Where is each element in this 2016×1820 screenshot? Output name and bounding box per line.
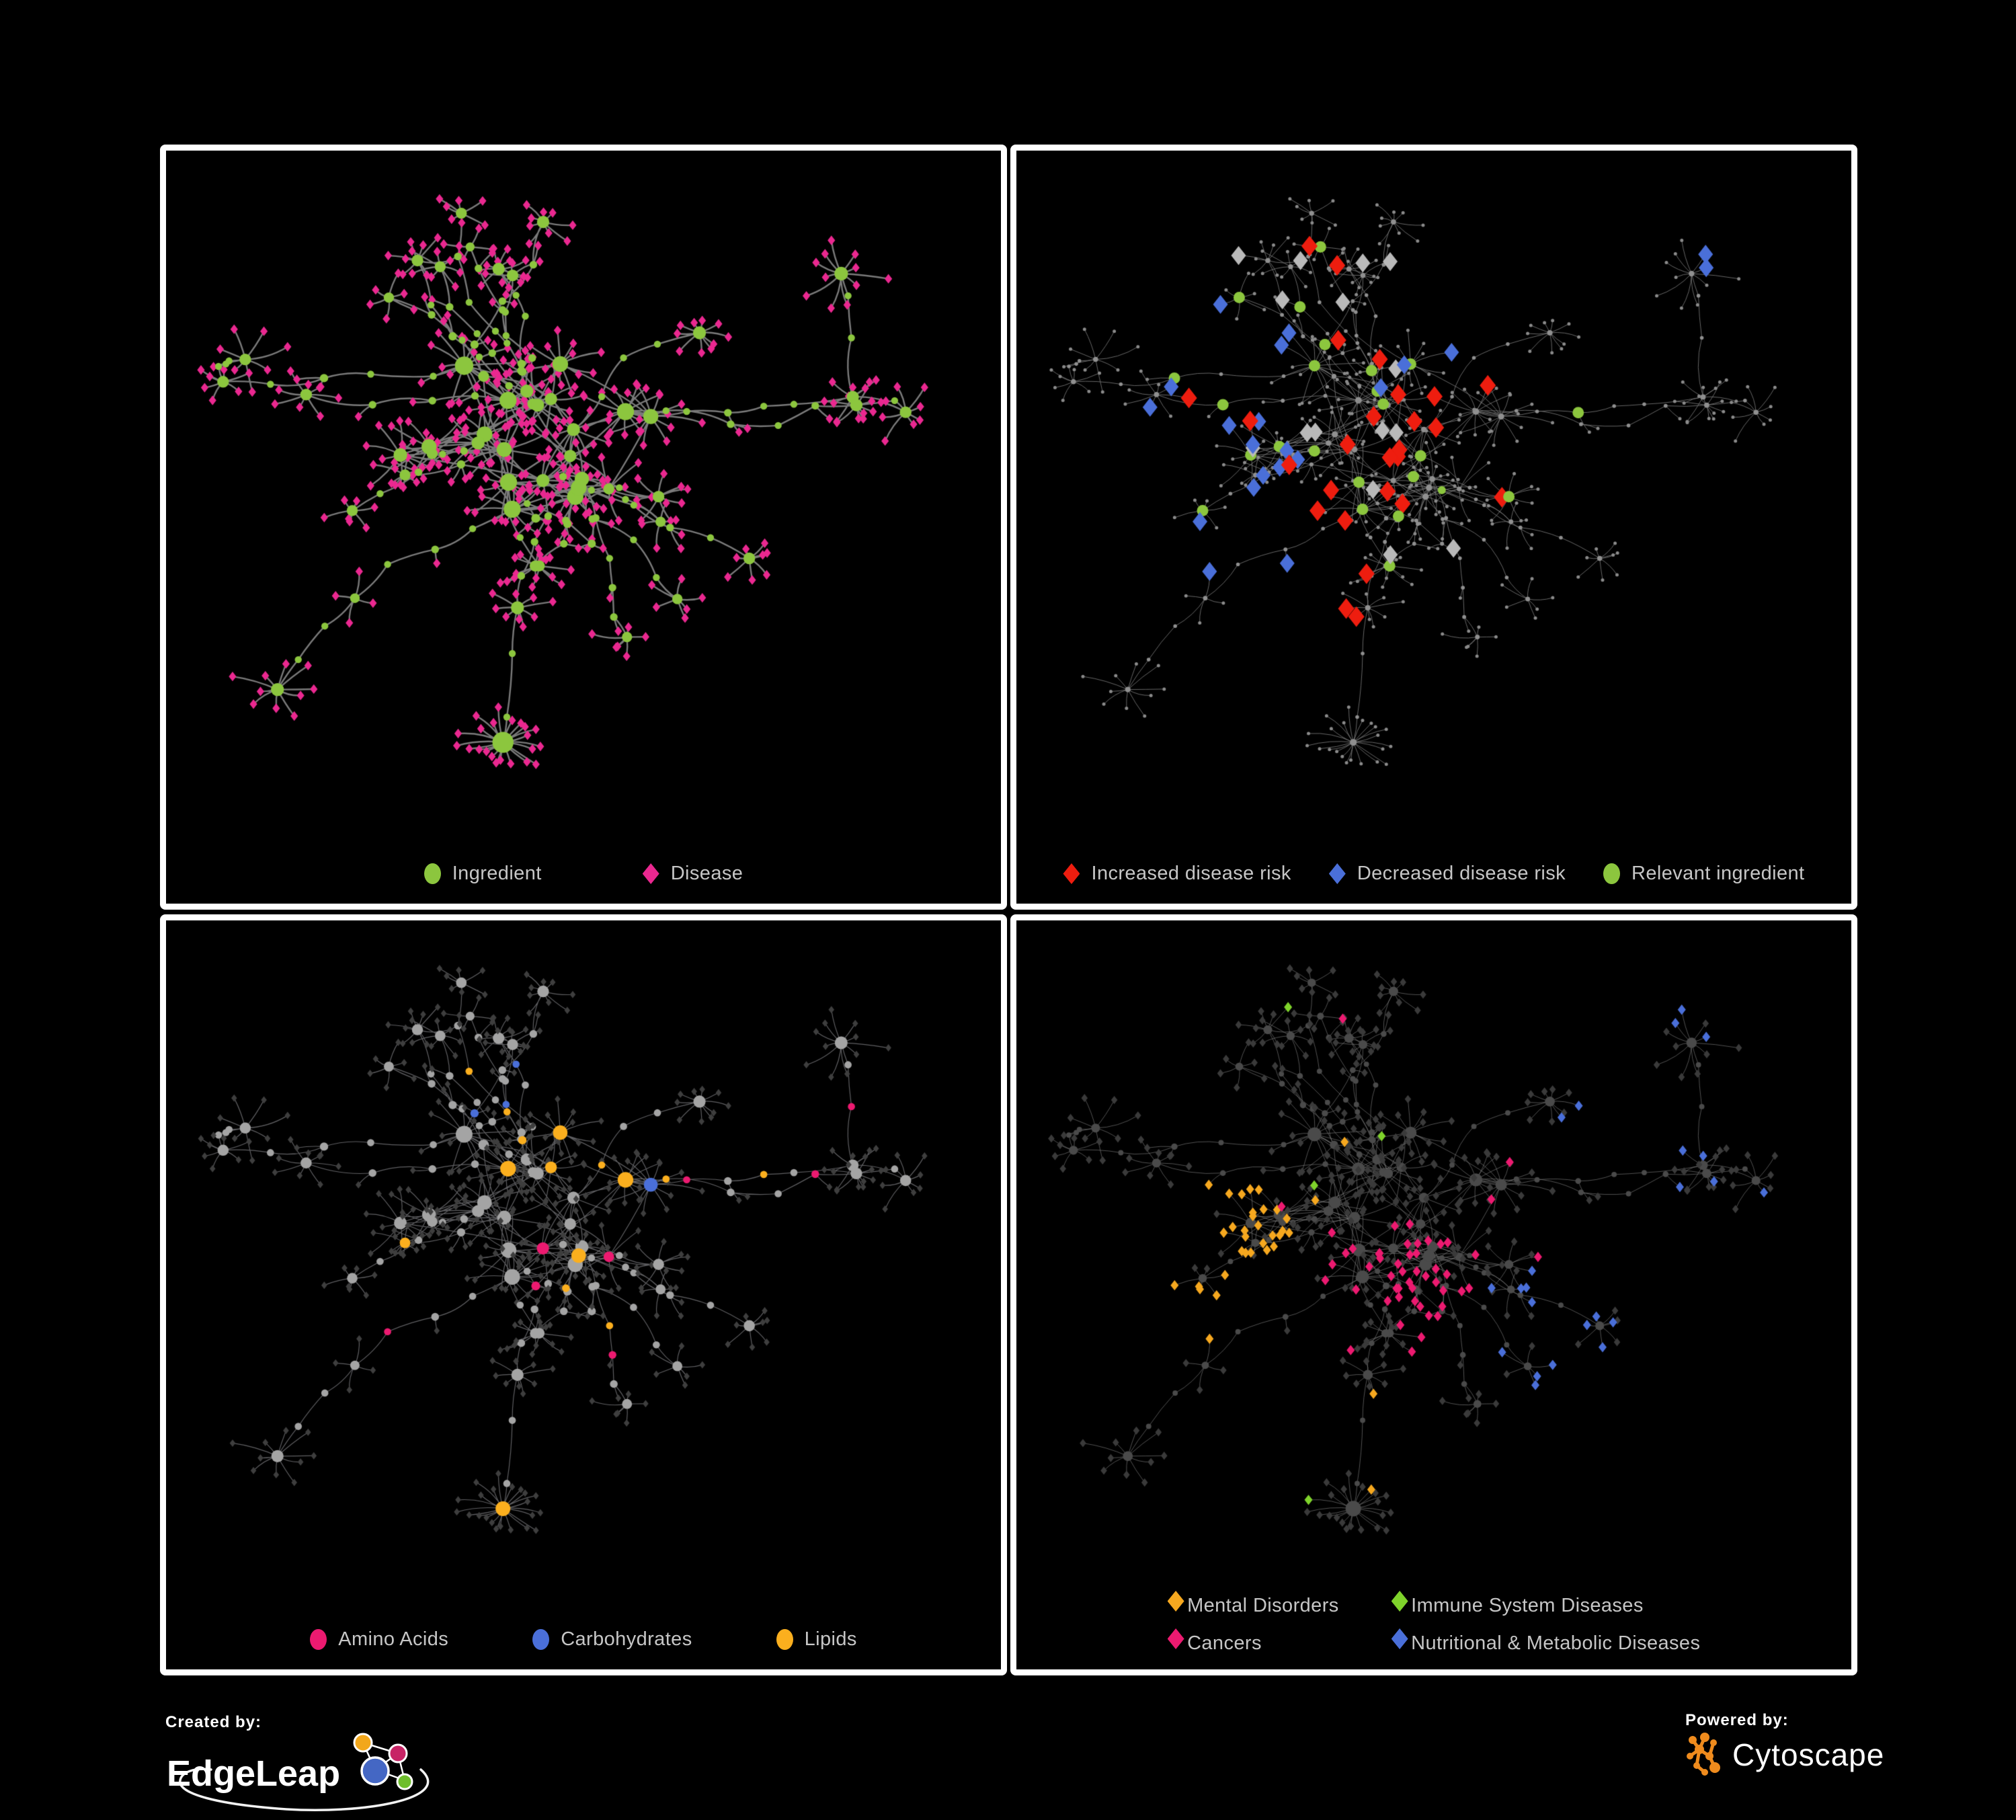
- legend-label: Immune System Diseases: [1411, 1595, 1644, 1616]
- legend-item-mental-disorders: Mental Disorders: [1167, 1591, 1339, 1617]
- disease-diamond-icon: [642, 863, 659, 884]
- legend-item-amino-acids: Amino Acids: [310, 1628, 448, 1651]
- decreased-risk-diamond-icon: [1328, 863, 1346, 884]
- network-canvas-disease-categories: [1016, 920, 1851, 1669]
- edgeleap-wordmark: EdgeLeap: [167, 1753, 340, 1794]
- legend-item-increased-risk: Increased disease risk: [1063, 863, 1291, 885]
- network-panel-disease-risk: Increased disease risk Decreased disease…: [1010, 145, 1857, 910]
- network-panel-disease-categories: Mental Disorders Immune System Diseases …: [1010, 914, 1857, 1675]
- legend-label: Ingredient: [452, 863, 542, 884]
- network-canvas-ingredient-disease: [166, 151, 1001, 904]
- legend-item-nutritional-metabolic: Nutritional & Metabolic Diseases: [1391, 1628, 1701, 1655]
- panel-legend: Increased disease risk Decreased disease…: [1016, 863, 1851, 885]
- legend-label: Carbohydrates: [561, 1628, 692, 1650]
- legend-item-cancers: Cancers: [1167, 1628, 1339, 1655]
- legend-item-relevant-ingredient: Relevant ingredient: [1603, 863, 1804, 885]
- legend-label: Increased disease risk: [1091, 863, 1291, 884]
- panel-legend: Amino Acids Carbohydrates Lipids: [166, 1628, 1001, 1651]
- edgeleap-network-icon: EdgeLeap: [167, 1733, 430, 1812]
- panel-grid: Ingredient Disease Increased disease ris…: [160, 145, 1857, 1675]
- network-canvas-disease-risk: [1016, 151, 1851, 904]
- carbohydrates-circle-icon: [532, 1629, 550, 1650]
- network-panel-ingredient-disease: Ingredient Disease: [160, 145, 1007, 910]
- lipids-circle-icon: [776, 1629, 793, 1650]
- network-canvas-ingredient-classes: [166, 920, 1001, 1669]
- legend-label: Mental Disorders: [1187, 1595, 1339, 1616]
- legend-item-carbohydrates: Carbohydrates: [532, 1628, 692, 1651]
- panel-legend: Mental Disorders Immune System Diseases …: [1016, 1591, 1851, 1655]
- increased-risk-diamond-icon: [1063, 863, 1080, 884]
- network-panel-ingredient-classes: Amino Acids Carbohydrates Lipids: [160, 914, 1007, 1675]
- legend-label: Cancers: [1187, 1632, 1262, 1654]
- amino-acids-circle-icon: [310, 1629, 327, 1650]
- panel-legend: Ingredient Disease: [166, 863, 1001, 885]
- legend-item-decreased-risk: Decreased disease risk: [1328, 863, 1566, 885]
- immune-diseases-diamond-icon: [1391, 1591, 1408, 1612]
- cancers-diamond-icon: [1167, 1628, 1184, 1649]
- edgeleap-logo: Created by: EdgeLeap: [161, 1713, 484, 1814]
- legend-label: Relevant ingredient: [1631, 863, 1805, 884]
- cytoscape-icon: [1687, 1733, 1720, 1776]
- legend-label: Nutritional & Metabolic Diseases: [1411, 1632, 1701, 1654]
- mental-disorders-diamond-icon: [1167, 1591, 1184, 1612]
- legend-item-immune-diseases: Immune System Diseases: [1391, 1591, 1701, 1617]
- legend-item-ingredient: Ingredient: [424, 863, 542, 885]
- legend-label: Decreased disease risk: [1357, 863, 1566, 884]
- legend-label: Lipids: [804, 1628, 857, 1650]
- legend-label: Amino Acids: [338, 1628, 449, 1650]
- powered-by-label: Powered by:: [1685, 1711, 1789, 1729]
- legend-label: Disease: [670, 863, 743, 884]
- ingredient-circle-icon: [424, 863, 441, 884]
- cytoscape-logo: Powered by:: [1684, 1711, 1926, 1792]
- legend-item-disease: Disease: [642, 863, 743, 885]
- nutritional-metabolic-diamond-icon: [1391, 1628, 1408, 1649]
- created-by-label: Created by:: [165, 1713, 262, 1731]
- cytoscape-wordmark: Cytoscape: [1732, 1737, 1885, 1772]
- relevant-ingredient-circle-icon: [1603, 863, 1621, 884]
- legend-item-lipids: Lipids: [776, 1628, 857, 1651]
